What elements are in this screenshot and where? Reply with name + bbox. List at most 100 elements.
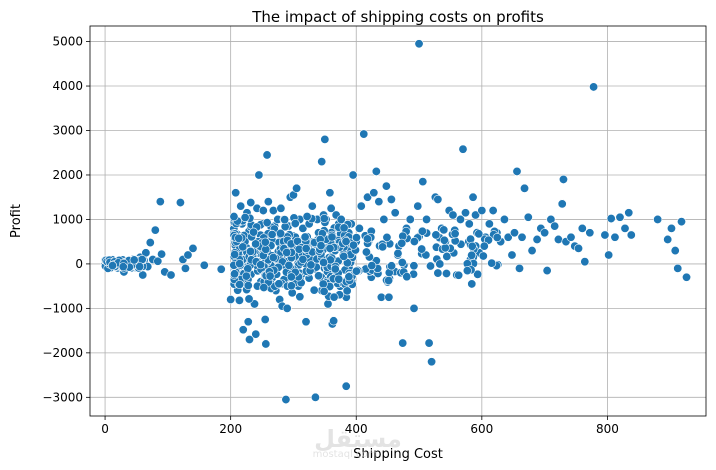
x-tick-label: 800 xyxy=(596,422,619,436)
scatter-point xyxy=(157,249,167,259)
scatter-point xyxy=(499,214,509,224)
y-tick-label: −3000 xyxy=(42,390,83,404)
scatter-point xyxy=(244,335,254,345)
y-tick-label: 3000 xyxy=(52,124,83,138)
scatter-point xyxy=(492,233,502,243)
scatter-point xyxy=(409,303,419,313)
scatter-point xyxy=(240,213,250,223)
scatter-point xyxy=(236,201,246,211)
scatter-point xyxy=(515,263,525,273)
scatter-point xyxy=(301,243,311,253)
scatter-point xyxy=(298,223,308,233)
scatter-point xyxy=(397,238,407,248)
scatter-point xyxy=(606,214,616,224)
scatter-point xyxy=(284,260,294,270)
scatter-point xyxy=(180,263,190,273)
scatter-point xyxy=(435,259,445,269)
scatter-point xyxy=(417,226,427,236)
scatter-point xyxy=(477,206,487,216)
scatter-point xyxy=(243,317,253,327)
scatter-point xyxy=(467,241,477,251)
scatter-point xyxy=(300,232,310,242)
scatter-point xyxy=(393,248,403,258)
scatter-point xyxy=(325,243,335,253)
data-points xyxy=(100,39,692,405)
scatter-point xyxy=(414,39,424,49)
scatter-point xyxy=(507,250,517,260)
scatter-point xyxy=(230,250,240,260)
scatter-point xyxy=(129,255,139,265)
scatter-point xyxy=(281,395,291,405)
x-axis-ticks: 0 200 400 600 800 xyxy=(101,416,619,436)
scatter-point xyxy=(381,181,391,191)
scatter-point xyxy=(260,237,270,247)
scatter-point xyxy=(369,188,379,198)
scatter-point xyxy=(290,219,300,229)
scatter-point xyxy=(440,243,450,253)
x-axis-label: Shipping Cost xyxy=(353,447,443,462)
scatter-point xyxy=(553,234,563,244)
scatter-point xyxy=(409,261,419,271)
scatter-point xyxy=(282,247,292,257)
scatter-point xyxy=(464,219,474,229)
scatter-point xyxy=(344,272,354,282)
scatter-point xyxy=(256,260,266,270)
scatter-point xyxy=(359,129,369,139)
scatter-point xyxy=(620,223,630,233)
x-tick-label: 400 xyxy=(345,422,368,436)
scatter-point xyxy=(439,225,449,235)
scatter-point xyxy=(326,203,336,213)
scatter-point xyxy=(295,292,305,302)
watermark: مستقل mostaql.com xyxy=(313,425,402,460)
y-tick-label: 5000 xyxy=(52,35,83,49)
scatter-point xyxy=(282,303,292,313)
scatter-point xyxy=(268,206,278,216)
watermark-logo: مستقل xyxy=(314,425,402,453)
scatter-point xyxy=(118,262,128,272)
scatter-point xyxy=(249,227,259,237)
scatter-point xyxy=(439,235,449,245)
scatter-point xyxy=(663,234,673,244)
scatter-point xyxy=(557,199,567,209)
scatter-point xyxy=(302,212,312,222)
scatter-point xyxy=(467,250,477,260)
scatter-point xyxy=(325,188,335,198)
scatter-point xyxy=(441,269,451,279)
scatter-point xyxy=(677,217,687,227)
watermark-subtext: mostaql.com xyxy=(313,449,378,460)
scatter-point xyxy=(615,212,625,222)
scatter-point xyxy=(327,232,337,242)
scatter-point xyxy=(550,221,560,231)
scatter-point xyxy=(307,201,317,211)
scatter-point xyxy=(484,219,494,229)
scatter-point xyxy=(330,264,340,274)
scatter-point xyxy=(666,223,676,233)
scatter-point xyxy=(362,234,372,244)
scatter-point xyxy=(458,144,468,154)
scatter-point xyxy=(351,266,361,276)
scatter-point xyxy=(433,194,443,204)
scatter-point xyxy=(574,243,584,253)
scatter-point xyxy=(418,177,428,187)
scatter-point xyxy=(261,339,271,349)
scatter-point xyxy=(323,299,333,309)
scatter-point xyxy=(455,214,465,224)
scatter-point xyxy=(356,201,366,211)
scatter-point xyxy=(286,272,296,282)
scatter-point xyxy=(166,270,176,280)
scatter-point xyxy=(319,213,329,223)
scatter-point xyxy=(341,381,351,391)
scatter-point xyxy=(413,201,423,211)
scatter-point xyxy=(577,223,587,233)
scatter-point xyxy=(604,250,614,260)
scatter-point xyxy=(258,206,268,216)
scatter-point xyxy=(479,241,489,251)
scatter-point xyxy=(442,251,452,261)
scatter-point xyxy=(462,266,472,276)
scatter-point xyxy=(670,246,680,256)
scatter-point xyxy=(527,246,537,256)
scatter-point xyxy=(234,233,244,243)
scatter-point xyxy=(425,261,435,271)
scatter-point xyxy=(235,259,245,269)
